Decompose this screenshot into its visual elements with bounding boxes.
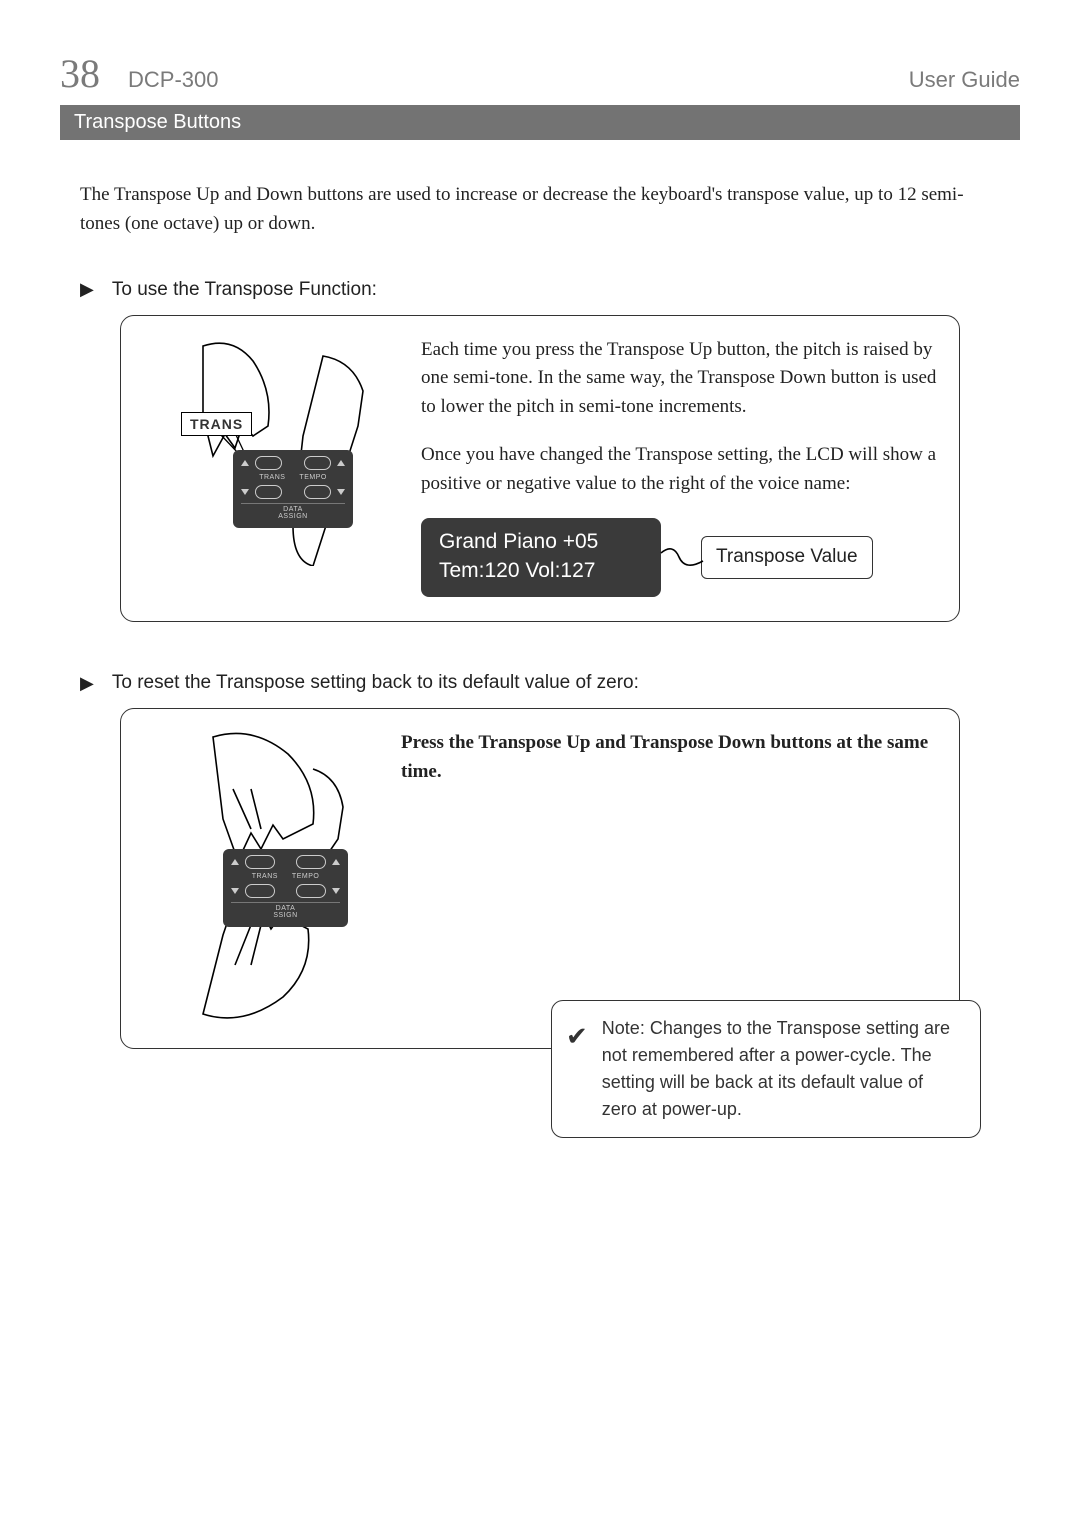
intro-paragraph: The Transpose Up and Down buttons are us… xyxy=(80,180,1000,239)
panel-1-text: Each time you press the Transpose Up but… xyxy=(421,336,937,597)
btn2-label-trans: TRANS xyxy=(252,873,278,880)
trans-label-box: TRANS xyxy=(181,412,252,436)
lcd-line1: Grand Piano +05 xyxy=(439,528,643,556)
btn-label-assign: ASSIGN xyxy=(278,513,307,520)
page: 38 DCP-300 User Guide Transpose Buttons … xyxy=(0,0,1080,1229)
page-header: 38 DCP-300 User Guide xyxy=(60,50,1020,97)
section-title-bar: Transpose Buttons xyxy=(60,105,1020,140)
checkmark-icon: ✔ xyxy=(566,1017,588,1123)
panel1-para1: Each time you press the Transpose Up but… xyxy=(421,336,937,422)
note-box: ✔ Note: Changes to the Transpose setting… xyxy=(551,1000,981,1138)
section-title: Transpose Buttons xyxy=(74,111,241,133)
btn-label-trans: TRANS xyxy=(259,474,285,481)
procedure-1-label: To use the Transpose Function: xyxy=(112,279,377,301)
illustration-2: TRANS TEMPO DATASSIGN xyxy=(143,729,373,1024)
btn-label-tempo: TEMPO xyxy=(299,474,326,481)
panel-2-text: Press the Transpose Up and Transpose Dow… xyxy=(401,729,937,1024)
button-cluster: TRANS TEMPO DATAASSIGN xyxy=(233,450,353,528)
note-text: Note: Changes to the Transpose setting a… xyxy=(602,1015,962,1123)
btn2-label-data: DATA xyxy=(276,905,296,912)
doc-type: User Guide xyxy=(909,67,1020,93)
lcd-line2: Tem:120 Vol:127 xyxy=(439,557,643,585)
button-cluster-2: TRANS TEMPO DATASSIGN xyxy=(223,849,348,927)
btn2-label-tempo: TEMPO xyxy=(292,873,319,880)
instruction-panel-2: TRANS TEMPO DATASSIGN Press the Transpose… xyxy=(120,708,960,1049)
product-name: DCP-300 xyxy=(128,67,218,93)
bullet-arrow-icon: ▶ xyxy=(80,279,94,300)
lcd-callout-row: Grand Piano +05 Tem:120 Vol:127 Transpos… xyxy=(421,518,937,597)
illustration-1: TRANS TRANS TEMPO DATAASSIGN xyxy=(143,336,393,597)
bullet-arrow-icon: ▶ xyxy=(80,673,94,694)
procedure-2-label: To reset the Transpose setting back to i… xyxy=(112,672,639,694)
instruction-panel-1: TRANS TRANS TEMPO DATAASSIGN Each time yo… xyxy=(120,315,960,622)
callout-connector xyxy=(661,543,701,573)
transpose-value-callout: Transpose Value xyxy=(701,536,873,579)
page-number: 38 xyxy=(60,50,100,97)
procedure-2-heading: ▶ To reset the Transpose setting back to… xyxy=(80,672,1000,694)
procedure-1-heading: ▶ To use the Transpose Function: xyxy=(80,279,1000,301)
btn2-label-assign: SSIGN xyxy=(273,912,297,919)
btn-label-data: DATA xyxy=(283,506,303,513)
lcd-display: Grand Piano +05 Tem:120 Vol:127 xyxy=(421,518,661,597)
panel1-para2: Once you have changed the Transpose sett… xyxy=(421,441,937,498)
